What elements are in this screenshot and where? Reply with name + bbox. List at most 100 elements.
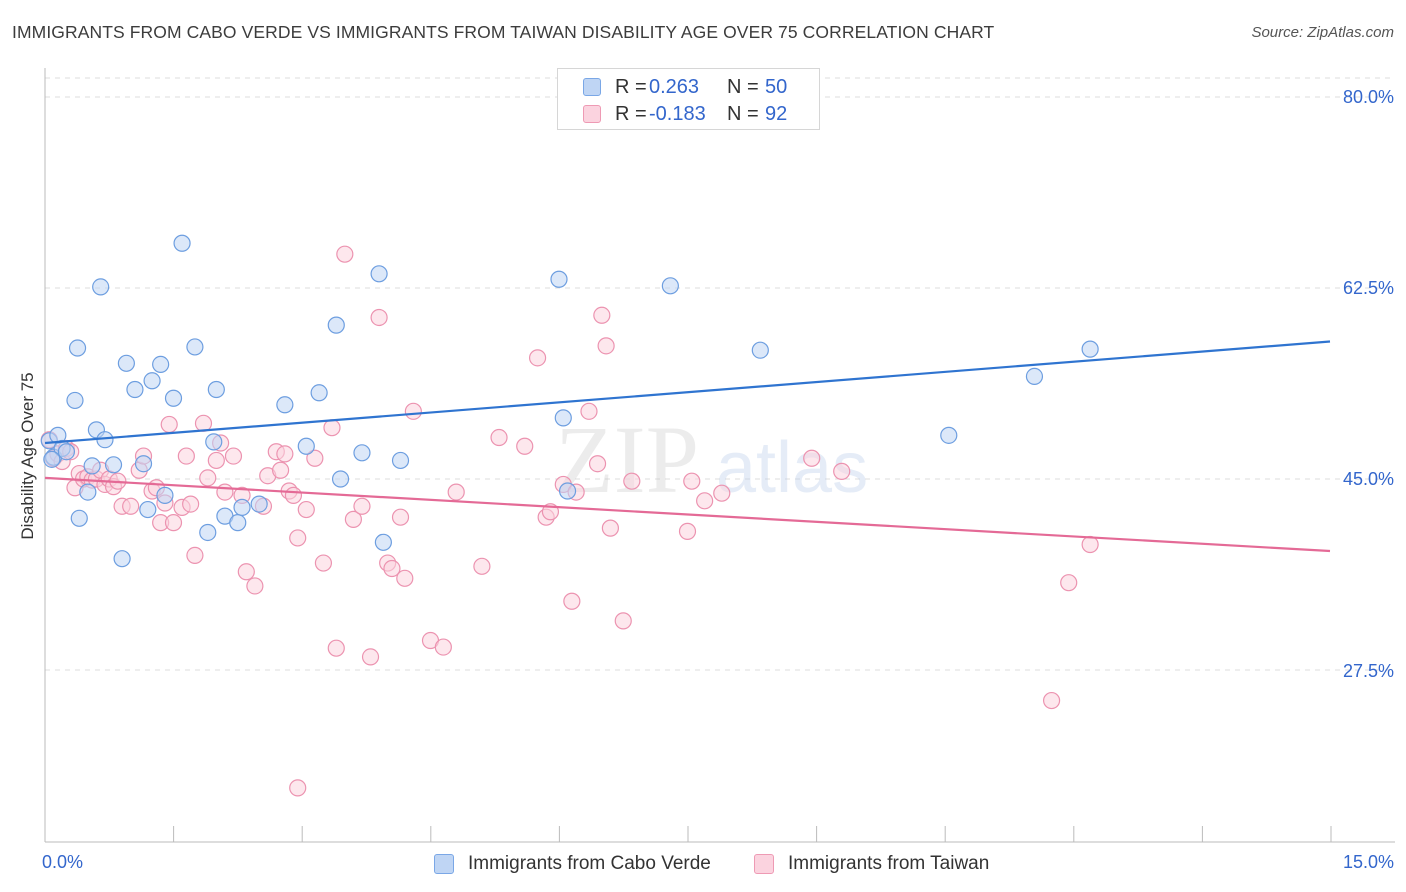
- legend-n-value: 50: [765, 75, 788, 98]
- taiwan-point: [713, 484, 731, 502]
- legend-n-label: N =: [727, 102, 759, 125]
- taiwan-point: [207, 451, 225, 470]
- cabo-verde-point: [152, 355, 170, 373]
- taiwan-trend-line: [44, 476, 1331, 553]
- taiwan-point: [683, 472, 701, 490]
- cabo-verde-point: [550, 270, 568, 288]
- taiwan-point: [314, 554, 333, 572]
- legend-r-label: R =: [615, 102, 647, 125]
- legend-n-label: N =: [727, 75, 759, 98]
- taiwan-point: [588, 455, 607, 473]
- taiwan-point: [473, 557, 491, 575]
- cabo-verde-point: [331, 470, 350, 488]
- taiwan-point: [597, 337, 615, 355]
- cabo-verde-trend-line: [44, 340, 1331, 445]
- taiwan-point: [803, 449, 821, 467]
- cabo-verde-point: [1081, 340, 1099, 358]
- cabo-verde-point: [143, 372, 161, 390]
- cabo-verde-point: [92, 278, 110, 296]
- taiwan-point: [289, 529, 307, 547]
- legend-r-value: 0.263: [649, 75, 700, 98]
- legend-row-cabo-verde: R = 0.263 N = 50: [558, 74, 787, 100]
- taiwan-point: [353, 497, 371, 515]
- bottom-legend-swatch-blue: [434, 854, 454, 874]
- taiwan-point: [336, 245, 354, 263]
- taiwan-point: [246, 577, 264, 595]
- taiwan-point: [306, 449, 324, 467]
- cabo-verde-point: [558, 482, 577, 500]
- taiwan-point: [323, 419, 341, 437]
- taiwan-point: [563, 592, 581, 610]
- cabo-verde-point: [554, 409, 572, 427]
- cabo-verde-point: [70, 509, 88, 527]
- taiwan-point: [490, 428, 508, 447]
- y-axis-label: Disability Age Over 75: [18, 372, 37, 540]
- cabo-verde-point: [374, 533, 392, 551]
- grid-lines: [45, 77, 1395, 671]
- taiwan-point: [1060, 574, 1078, 592]
- taiwan-point: [1081, 535, 1099, 554]
- taiwan-point: [396, 569, 414, 587]
- taiwan-point: [199, 469, 217, 487]
- cabo-verde-point: [199, 523, 217, 542]
- legend-r-label: R =: [615, 75, 647, 98]
- x-tick-min: 0.0%: [42, 852, 84, 872]
- cabo-verde-point: [164, 389, 183, 407]
- taiwan-point: [237, 563, 255, 581]
- cabo-verde-point: [126, 380, 144, 399]
- cabo-verde-point: [186, 338, 204, 356]
- cabo-verde-point: [104, 456, 123, 474]
- taiwan-point: [601, 519, 620, 537]
- cabo-verde-point: [1025, 367, 1044, 386]
- taiwan-point: [1042, 691, 1061, 710]
- legend-n-value: 92: [765, 102, 788, 125]
- cabo-verde-point: [391, 451, 410, 470]
- taiwan-point: [447, 483, 465, 501]
- taiwan-point: [361, 648, 380, 666]
- taiwan-point: [614, 612, 632, 630]
- taiwan-point: [164, 514, 183, 532]
- taiwan-point: [160, 415, 178, 434]
- cabo-verde-point: [250, 495, 268, 513]
- taiwan-point: [182, 495, 200, 513]
- cabo-verde-point: [353, 444, 371, 462]
- bottom-legend-swatch-pink: [754, 854, 774, 874]
- trend-lines: [44, 340, 1331, 553]
- taiwan-point: [678, 522, 697, 540]
- watermark: ZIP atlas: [555, 406, 868, 513]
- cabo-verde-point: [661, 277, 679, 295]
- taiwan-point: [297, 500, 315, 519]
- cabo-verde-point: [43, 450, 61, 468]
- cabo-verde-point: [940, 426, 958, 444]
- taiwan-points: [40, 245, 1099, 797]
- taiwan-point: [404, 402, 422, 420]
- taiwan-point: [344, 510, 362, 528]
- taiwan-point: [186, 546, 204, 565]
- cabo-verde-point: [156, 486, 174, 504]
- legend-r-value: -0.183: [649, 102, 706, 125]
- legend-swatch-pink: [583, 105, 601, 123]
- taiwan-point: [593, 306, 611, 324]
- x-tick-max: 15.0%: [1342, 852, 1394, 872]
- legend-swatch-blue: [583, 78, 601, 96]
- taiwan-point: [580, 402, 598, 420]
- taiwan-point: [370, 308, 388, 327]
- cabo-verde-point: [139, 500, 157, 519]
- taiwan-point: [289, 779, 307, 797]
- taiwan-point: [391, 508, 410, 526]
- cabo-verde-point: [117, 354, 135, 372]
- bottom-legend-cabo-verde: Immigrants from Cabo Verde: [434, 851, 711, 877]
- cabo-verde-point: [205, 433, 223, 451]
- taiwan-point: [623, 472, 641, 490]
- taiwan-point: [383, 559, 401, 578]
- cabo-verde-point: [297, 437, 315, 455]
- taiwan-point: [434, 638, 452, 656]
- cabo-verde-point: [83, 457, 101, 475]
- cabo-verde-point: [229, 514, 247, 532]
- bottom-legend-label: Immigrants from Cabo Verde: [468, 853, 711, 874]
- taiwan-point: [177, 447, 195, 465]
- taiwan-point: [516, 437, 534, 455]
- y-tick-27-5: 27.5%: [1342, 661, 1394, 681]
- cabo-verde-point: [233, 498, 251, 516]
